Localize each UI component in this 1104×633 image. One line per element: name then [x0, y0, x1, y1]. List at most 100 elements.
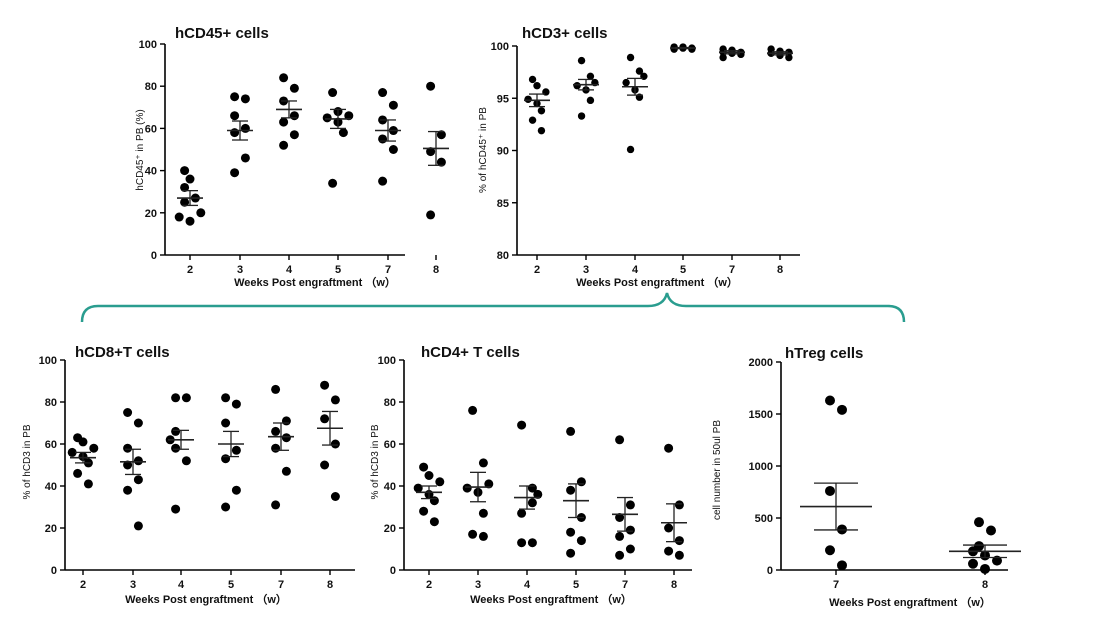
x-tick-label: 5: [228, 579, 234, 591]
data-point: [330, 439, 340, 449]
y-axis-label: cell number in 50ul PB: [712, 420, 723, 520]
data-point: [279, 117, 289, 127]
data-point: [231, 485, 241, 495]
y-tick-label: 60: [384, 439, 396, 451]
y-tick-label: 20: [145, 208, 157, 220]
data-point: [330, 492, 340, 501]
data-point: [180, 197, 190, 207]
x-tick-label: 5: [573, 579, 579, 591]
x-tick-label: 8: [777, 264, 783, 276]
chart-panel-2: 80 85 90 95 100 2 3 4 5 7 8 hCD3+ cells Weeks Post e…: [478, 25, 800, 289]
data-point: [221, 454, 231, 464]
y-tick-label: 100: [378, 355, 396, 367]
x-tick-label: 2: [534, 264, 540, 276]
data-point: [123, 408, 133, 417]
data-point: [635, 67, 644, 75]
x-tick-label: 7: [833, 579, 839, 591]
data-point: [615, 435, 625, 445]
data-point: [123, 460, 133, 470]
data-point: [664, 443, 674, 453]
data-point: [320, 414, 330, 424]
y-tick-label: 0: [51, 565, 57, 577]
y-tick-label: 100: [39, 355, 57, 367]
data-point: [185, 216, 195, 226]
data-point: [73, 468, 83, 478]
x-tick-label: 3: [583, 264, 589, 276]
data-point: [271, 500, 281, 510]
x-axis-label: Weeks Post engraftment （w）: [234, 276, 396, 289]
data-point: [837, 404, 847, 415]
y-tick-label: 0: [767, 565, 773, 577]
data-point: [429, 517, 439, 527]
data-point: [181, 393, 191, 403]
x-tick-label: 3: [130, 579, 136, 591]
x-tick-label: 2: [80, 579, 86, 591]
y-axis-label: % of hCD3 in PB: [370, 424, 381, 499]
data-point: [419, 462, 429, 472]
data-point: [279, 73, 289, 83]
x-tick-label: 4: [524, 579, 531, 591]
data-point: [576, 536, 586, 546]
chart-panel-4: 0 20 40 60 80 100 2 3 4 5 7 8 hCD4+ T cells Weeks Pos…: [370, 344, 692, 606]
y-tick-label: 100: [491, 41, 509, 53]
data-point: [240, 94, 250, 104]
data-point: [289, 130, 299, 140]
data-point: [78, 437, 88, 447]
data-point: [230, 168, 240, 178]
chart-panel-1: 0 20 40 60 80 100 2 3 4 5 7 8 hCD45+ cells Weeks Post…: [135, 25, 449, 289]
data-point: [67, 447, 77, 457]
data-point: [419, 506, 429, 516]
data-point: [462, 483, 472, 493]
data-point: [566, 548, 576, 558]
y-tick-label: 80: [497, 250, 509, 262]
x-tick-label: 8: [982, 579, 988, 591]
group-bracket: [80, 292, 906, 323]
data-point: [537, 126, 546, 135]
data-point: [577, 56, 586, 65]
data-point: [181, 456, 191, 466]
data-point: [230, 92, 240, 102]
y-tick-label: 500: [755, 513, 773, 525]
x-tick-label: 3: [475, 579, 481, 591]
data-point: [785, 48, 793, 56]
data-point: [674, 536, 684, 546]
data-point: [435, 477, 445, 487]
x-tick-label: 7: [385, 264, 391, 276]
y-axis-label: % of hCD45⁺ in PB: [478, 107, 489, 193]
data-point: [527, 498, 537, 508]
data-point: [625, 500, 635, 510]
x-tick-label: 8: [433, 264, 439, 276]
data-point: [615, 550, 625, 560]
data-point: [424, 471, 434, 480]
data-point: [271, 426, 281, 436]
data-point: [825, 545, 835, 556]
x-axis-label: Weeks Post engraftment （w）: [470, 593, 632, 606]
data-point: [271, 384, 281, 394]
data-point: [533, 489, 543, 499]
data-point: [622, 78, 630, 87]
y-tick-label: 2000: [749, 357, 773, 369]
data-point: [171, 393, 181, 403]
data-point: [974, 517, 984, 528]
data-point: [133, 475, 143, 485]
data-point: [221, 502, 231, 512]
x-axis-label: Weeks Post engraftment （w）: [829, 596, 991, 609]
data-point: [577, 112, 586, 120]
y-tick-label: 1500: [749, 409, 773, 421]
data-point: [478, 531, 488, 541]
data-point: [986, 525, 996, 536]
y-tick-label: 100: [139, 39, 157, 51]
data-point: [576, 477, 586, 487]
data-point: [221, 393, 231, 403]
data-point: [221, 418, 231, 428]
data-point: [426, 210, 436, 220]
data-point: [674, 500, 684, 510]
data-point: [133, 456, 143, 466]
data-point: [566, 426, 576, 436]
x-tick-label: 7: [622, 579, 628, 591]
data-point: [89, 443, 99, 453]
data-point: [174, 212, 184, 222]
chart-title: hTreg cells: [785, 345, 863, 362]
data-point: [279, 140, 289, 150]
data-point: [171, 443, 181, 453]
